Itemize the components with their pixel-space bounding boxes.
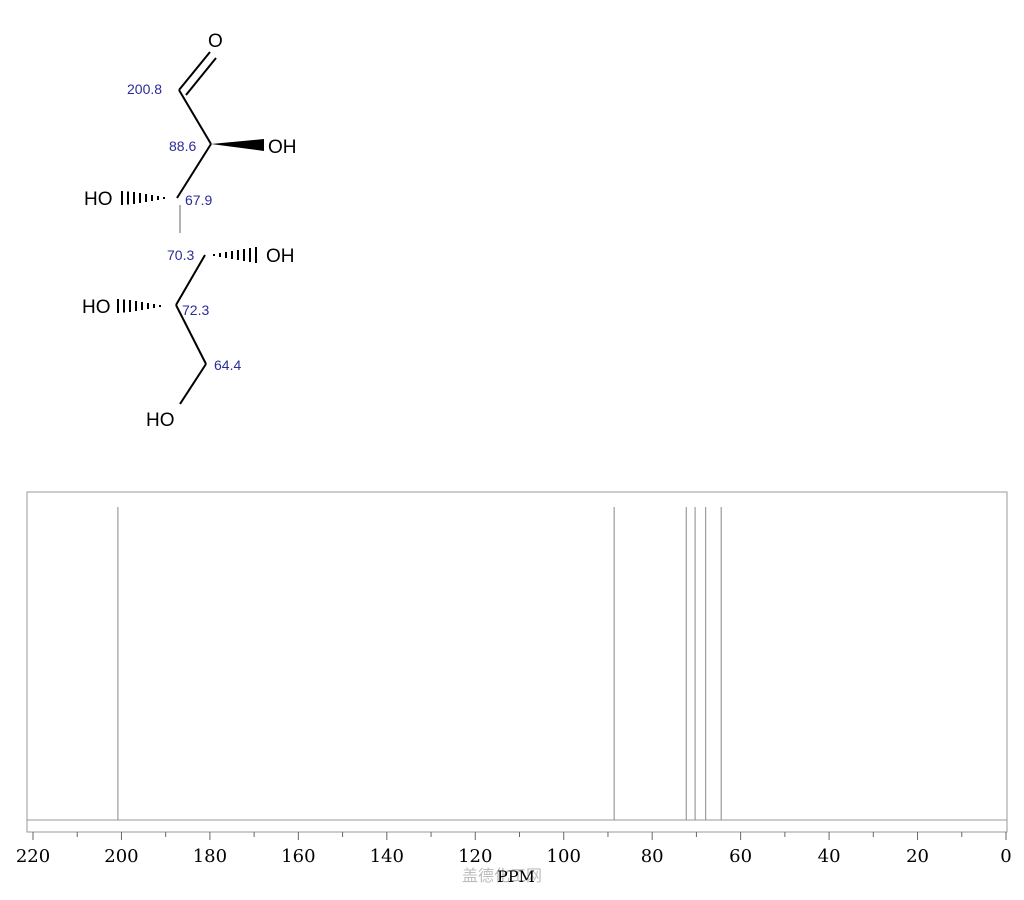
tick-label-7: 80 (641, 846, 664, 867)
shift-label-c3: 67.9 (185, 192, 212, 208)
wedge-bond-c2 (211, 139, 264, 151)
atom-ho-c5: HO (82, 297, 111, 318)
bond-c1-c2 (178, 89, 212, 145)
molecule-structure: O OH HO OH HO HO 200.8 88.6 67.9 70.3 72… (82, 31, 297, 431)
x-axis-ticks (32, 832, 1007, 840)
bond-c1-o-double-b (185, 57, 217, 96)
atom-oh-c2: OH (268, 137, 297, 158)
shift-label-c4: 70.3 (167, 247, 194, 263)
tick-label-3: 160 (281, 846, 315, 867)
bond-c5-c6 (175, 304, 207, 365)
hashed-bond-c4 (213, 247, 257, 263)
bond-c2-c3 (176, 143, 212, 199)
tick-label-6: 100 (547, 846, 581, 867)
bond-c1-o-double-a (178, 51, 211, 91)
watermark: 盖德化工网 (462, 866, 542, 885)
shift-label-c1: 200.8 (127, 81, 162, 97)
plot-frame (26, 491, 1008, 833)
tick-label-9: 40 (818, 846, 841, 867)
shift-label-c2: 88.6 (169, 138, 196, 154)
bond-lines (175, 51, 217, 405)
hashed-bond-c3 (121, 191, 165, 205)
tick-label-5: 120 (458, 846, 492, 867)
atom-oh-c4: OH (266, 246, 295, 267)
shift-label-c6: 64.4 (214, 357, 241, 373)
x-axis-title: PPM (497, 867, 535, 886)
bond-c6-o (179, 363, 207, 405)
tick-label-0: 220 (16, 846, 50, 867)
atom-ho-c6: HO (146, 410, 175, 431)
bond-c4-c5 (175, 254, 206, 306)
tick-label-11: 0 (1000, 846, 1011, 867)
tick-label-2: 180 (193, 846, 227, 867)
atom-o-carbonyl: O (208, 31, 223, 52)
shift-label-c5: 72.3 (182, 302, 209, 318)
tick-label-4: 140 (370, 846, 404, 867)
tick-label-10: 20 (906, 846, 929, 867)
x-axis-tick-labels: 220 200 180 160 140 120 100 80 60 40 20 0 (16, 846, 1012, 867)
tick-label-1: 200 (104, 846, 138, 867)
tick-label-8: 60 (729, 846, 752, 867)
atom-ho-c3: HO (84, 189, 113, 210)
peak-group (117, 507, 722, 820)
hashed-bond-c5 (117, 299, 161, 313)
